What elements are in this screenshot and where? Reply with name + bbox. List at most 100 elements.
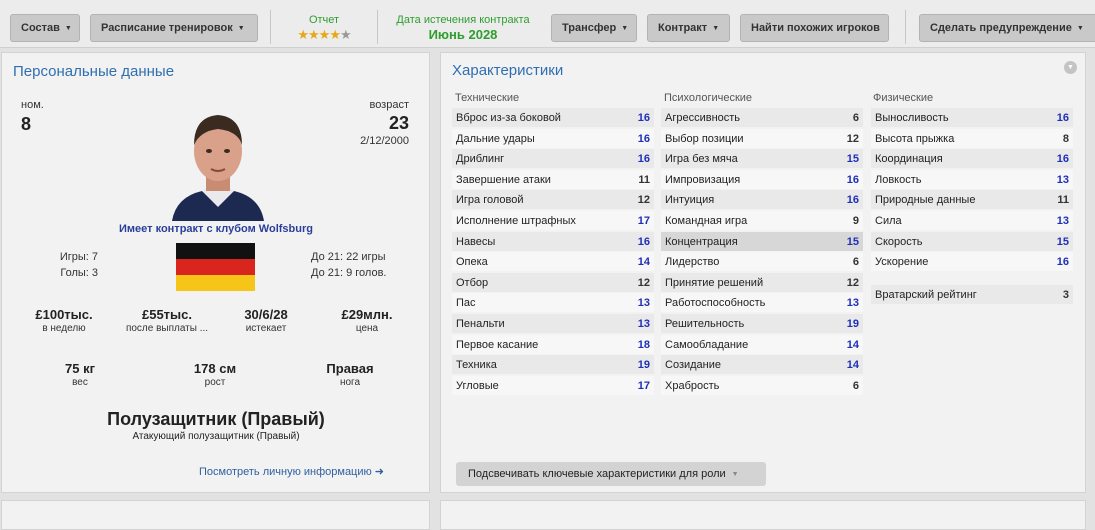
attribute-row[interactable]: Природные данные 11 [871, 190, 1073, 211]
attribute-name: Концентрация [665, 235, 738, 248]
star-empty-icon: ★ [339, 27, 352, 42]
club-contract-link[interactable]: Имеет контракт с клубом Wolfsburg [119, 223, 313, 235]
attribute-name: Игра без мяча [665, 153, 738, 166]
contract-dropdown[interactable]: Контракт ▼ [647, 14, 730, 42]
attribute-value: 17 [637, 215, 650, 227]
foot-stat: Правая нога [295, 361, 405, 388]
attribute-row[interactable]: Ловкость 13 [871, 169, 1073, 190]
attribute-name: Скорость [875, 235, 923, 248]
attribute-value: 11 [1057, 194, 1069, 207]
attribute-row[interactable]: Командная игра 9 [661, 211, 863, 231]
birthdate: 2/12/2000 [360, 135, 409, 147]
bottom-right-panel [440, 500, 1086, 530]
attribute-row[interactable]: Вброс из-за боковой 16 [452, 108, 654, 128]
expires-value: 30/6/28 [244, 307, 288, 322]
attribute-value: 12 [846, 132, 859, 145]
release-label: после выплаты ... [125, 323, 209, 334]
attribute-row[interactable]: Самообладание 14 [661, 334, 863, 355]
attribute-row[interactable]: Угловые 17 [452, 375, 654, 396]
attribute-row[interactable]: Дриблинг 16 [452, 149, 654, 170]
star-icon: ★ [329, 27, 341, 42]
age-value: 23 [388, 113, 409, 133]
transfer-dropdown[interactable]: Трансфер ▼ [551, 14, 637, 42]
attribute-row[interactable]: Игра без мяча 15 [661, 149, 863, 170]
highlight-role-attributes-button[interactable]: Подсвечивать ключевые характеристики для… [456, 462, 766, 486]
attribute-name: Игра головой [456, 194, 524, 207]
collapse-icon[interactable]: ▼ [1064, 61, 1077, 74]
weight-label: вес [72, 377, 88, 388]
training-dropdown[interactable]: Расписание тренировок ▼ [90, 14, 258, 42]
attribute-value: 13 [637, 297, 650, 310]
bottom-left-panel [1, 500, 430, 530]
attribute-row[interactable]: Опека 14 [452, 252, 654, 273]
attribute-row[interactable]: Скорость 15 [871, 231, 1073, 252]
scout-report[interactable]: Отчет ★★★★★ [276, 14, 372, 42]
attribute-name: Импровизация [665, 173, 741, 186]
attribute-row[interactable]: Созидание 14 [661, 355, 863, 376]
wage-stat: £100тыс. в неделю [9, 307, 119, 334]
toolbar-divider [377, 10, 378, 44]
attribute-row[interactable]: Сила 13 [871, 211, 1073, 231]
star-icon: ★ [297, 27, 309, 42]
attribute-row[interactable]: Концентрация 15 [661, 231, 863, 252]
expires-label: истекает [245, 323, 287, 334]
attribute-value: 13 [637, 318, 650, 330]
attribute-row[interactable]: Дальние удары 16 [452, 128, 654, 149]
nationality-flag[interactable] [176, 243, 255, 291]
attribute-row[interactable]: Интуиция 16 [661, 190, 863, 211]
attribute-row[interactable]: Лидерство 6 [661, 252, 863, 273]
attribute-name: Пенальти [456, 318, 505, 330]
attribute-value: 19 [637, 359, 650, 372]
view-personal-info-link[interactable]: Посмотреть личную информацию ➜ [199, 466, 385, 478]
attribute-name: Отбор [456, 276, 489, 289]
attribute-row[interactable]: Пас 13 [452, 293, 654, 314]
attribute-row[interactable]: Завершение атаки 11 [452, 169, 654, 190]
foot-label: нога [339, 377, 361, 388]
u21-goals-count: До 21: 9 голов. [311, 267, 387, 279]
attribute-name: Природные данные [875, 194, 976, 207]
attribute-row[interactable]: Игра головой 12 [452, 190, 654, 211]
weight-stat: 75 кг вес [25, 361, 135, 388]
release-stat: £55тыс. после выплаты ... [112, 307, 222, 334]
attribute-row[interactable]: Выбор позиции 12 [661, 128, 863, 149]
attribute-value: 16 [1056, 153, 1069, 166]
chevron-down-icon: ▼ [64, 25, 72, 32]
attribute-name: Выносливость [875, 112, 949, 124]
attribute-row[interactable]: Агрессивность 6 [661, 108, 863, 128]
find-similar-button[interactable]: Найти похожих игроков [740, 14, 889, 42]
attribute-row[interactable]: Импровизация 16 [661, 169, 863, 190]
attribute-row[interactable]: Первое касание 18 [452, 334, 654, 355]
attribute-value: 16 [637, 153, 650, 166]
attribute-value: 3 [1062, 289, 1069, 301]
attribute-row[interactable]: Работоспособность 13 [661, 293, 863, 314]
attribute-value: 15 [846, 235, 859, 248]
attribute-name: Самообладание [665, 338, 749, 351]
attribute-row[interactable]: Техника 19 [452, 355, 654, 376]
attribute-name: Координация [875, 153, 943, 166]
warn-dropdown[interactable]: Сделать предупреждение ▼ [919, 14, 1095, 42]
squad-dropdown[interactable]: Состав ▼ [10, 14, 80, 42]
star-icon: ★ [308, 27, 320, 42]
attribute-row[interactable]: Отбор 12 [452, 272, 654, 293]
attribute-row[interactable]: Выносливость 16 [871, 108, 1073, 128]
toolbar-divider [905, 10, 906, 44]
attribute-row[interactable]: Решительность 19 [661, 314, 863, 334]
chevron-down-icon: ▼ [1076, 25, 1084, 32]
attribute-row[interactable]: Пенальти 13 [452, 314, 654, 334]
attribute-name: Опека [456, 256, 488, 269]
attribute-name: Высота прыжка [875, 132, 955, 145]
attribute-row[interactable]: Высота прыжка 8 [871, 128, 1073, 149]
attribute-row[interactable]: Храбрость 6 [661, 375, 863, 396]
attribute-row[interactable]: Координация 16 [871, 149, 1073, 170]
attribute-row[interactable]: Исполнение штрафных 17 [452, 211, 654, 231]
attribute-row[interactable]: Навесы 16 [452, 231, 654, 252]
attribute-row[interactable]: Ускорение 16 [871, 252, 1073, 273]
squad-number: 8 [21, 114, 32, 134]
attribute-name: Командная игра [665, 215, 748, 227]
top-toolbar: Состав ▼ Расписание тренировок ▼ Отчет ★★★… [0, 0, 1095, 48]
attribute-name: Выбор позиции [665, 132, 744, 145]
price-label: цена [355, 323, 379, 334]
attribute-name: Дальние удары [456, 132, 535, 145]
attribute-row[interactable]: Принятие решений 12 [661, 272, 863, 293]
attribute-value: 14 [846, 338, 859, 351]
